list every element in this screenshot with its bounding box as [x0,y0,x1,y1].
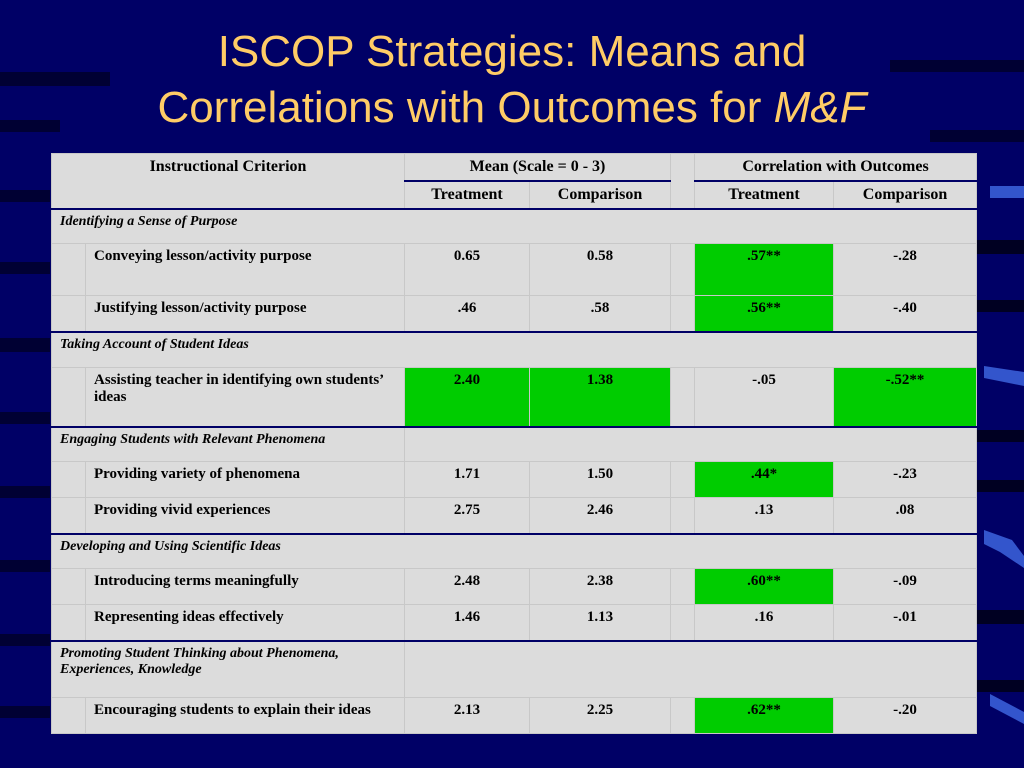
title-line-2: Correlations with Outcomes for [157,83,774,132]
header-correlation-group: Correlation with Outcomes [694,153,977,182]
header-row-2: Treatment Comparison Treatment Compariso… [52,180,977,210]
criterion-label: Introducing terms meaningfully [85,568,405,606]
mean-comparison-cell: 2.46 [529,497,671,535]
corr-comparison-cell: -.40 [833,295,977,333]
spacer-cell [670,366,695,428]
header-spacer [670,153,695,210]
corr-treatment-cell: .16 [694,604,834,642]
mean-comparison-cell: 0.58 [529,243,671,297]
results-table: Instructional Criterion Mean (Scale = 0 … [51,153,977,734]
table-row: Conveying lesson/activity purpose 0.65 0… [51,243,977,297]
table-row: Representing ideas effectively 1.46 1.13… [51,604,977,642]
corr-comparison-cell: -.28 [833,243,977,297]
indent-cell [51,243,86,297]
title-emphasis: M&F [773,83,867,132]
section-row: Identifying a Sense of Purpose [51,208,977,245]
spacer-cell [670,295,695,333]
indent-cell [51,697,86,734]
mean-treatment-cell: .46 [404,295,530,333]
corr-comparison-cell: -.23 [833,461,977,499]
mean-comparison-cell: .58 [529,295,671,333]
corr-comparison-cell: -.09 [833,568,977,606]
indent-cell [51,604,86,642]
table-row: Assisting teacher in identifying own stu… [51,366,977,428]
title-line-1: ISCOP Strategies: Means and [217,27,807,76]
corr-treatment-cell: .56** [694,295,834,333]
header-corr-comparison: Comparison [833,180,977,210]
criterion-label: Providing variety of phenomena [85,461,405,499]
table-row: Encouraging students to explain their id… [51,697,977,734]
section-name: Engaging Students with Relevant Phenomen… [51,425,405,463]
mean-treatment-cell: 2.75 [404,497,530,535]
mean-comparison-cell: 1.13 [529,604,671,642]
table-row: Providing vivid experiences 2.75 2.46 .1… [51,497,977,535]
header-mean-treatment: Treatment [404,180,530,210]
corr-treatment-cell: -.05 [694,366,834,428]
criterion-label: Encouraging students to explain their id… [85,697,405,734]
criterion-label: Justifying lesson/activity purpose [85,295,405,333]
section-row: Taking Account of Student Ideas [51,331,977,368]
table-row: Justifying lesson/activity purpose .46 .… [51,295,977,333]
section-filler [404,639,977,699]
criterion-label: Representing ideas effectively [85,604,405,642]
header-mean-group: Mean (Scale = 0 - 3) [404,153,671,182]
spacer-cell [670,604,695,642]
corr-treatment-cell: .57** [694,243,834,297]
mean-treatment-cell: 1.46 [404,604,530,642]
table-row: Introducing terms meaningfully 2.48 2.38… [51,568,977,606]
indent-cell [51,366,86,428]
header-criterion: Instructional Criterion [51,153,405,210]
corr-comparison-cell: -.01 [833,604,977,642]
header-corr-treatment: Treatment [694,180,834,210]
section-name: Taking Account of Student Ideas [51,331,977,368]
indent-cell [51,295,86,333]
mean-treatment-cell: 2.40 [404,366,530,428]
criterion-label: Conveying lesson/activity purpose [85,243,405,297]
section-row: Promoting Student Thinking about Phenome… [51,639,977,699]
indent-cell [51,497,86,535]
indent-cell [51,568,86,606]
criterion-label: Assisting teacher in identifying own stu… [85,366,405,428]
mean-comparison-cell: 1.50 [529,461,671,499]
spacer-cell [670,568,695,606]
table-row: Providing variety of phenomena 1.71 1.50… [51,461,977,499]
indent-cell [51,461,86,499]
corr-treatment-cell: .13 [694,497,834,535]
results-table-container: Instructional Criterion Mean (Scale = 0 … [51,153,977,734]
mean-comparison-cell: 1.38 [529,366,671,428]
corr-treatment-cell: .44* [694,461,834,499]
corr-comparison-cell: -.52** [833,366,977,428]
corr-treatment-cell: .60** [694,568,834,606]
section-name: Developing and Using Scientific Ideas [51,532,977,570]
spacer-cell [670,461,695,499]
corr-treatment-cell: .62** [694,697,834,734]
section-row: Developing and Using Scientific Ideas [51,532,977,570]
header-row-1: Instructional Criterion Mean (Scale = 0 … [51,153,977,210]
corr-comparison-cell: .08 [833,497,977,535]
mean-comparison-cell: 2.25 [529,697,671,734]
mean-treatment-cell: 0.65 [404,243,530,297]
mean-treatment-cell: 2.13 [404,697,530,734]
spacer-cell [670,243,695,297]
section-row: Engaging Students with Relevant Phenomen… [51,425,977,463]
slide-title: ISCOP Strategies: Means and Correlations… [40,24,984,136]
section-filler [404,425,977,463]
section-name: Promoting Student Thinking about Phenome… [51,639,405,699]
criterion-label: Providing vivid experiences [85,497,405,535]
header-mean-comparison: Comparison [529,180,671,210]
mean-treatment-cell: 2.48 [404,568,530,606]
mean-comparison-cell: 2.38 [529,568,671,606]
section-name: Identifying a Sense of Purpose [51,208,977,245]
corr-comparison-cell: -.20 [833,697,977,734]
mean-treatment-cell: 1.71 [404,461,530,499]
spacer-cell [670,697,695,734]
spacer-cell [670,497,695,535]
